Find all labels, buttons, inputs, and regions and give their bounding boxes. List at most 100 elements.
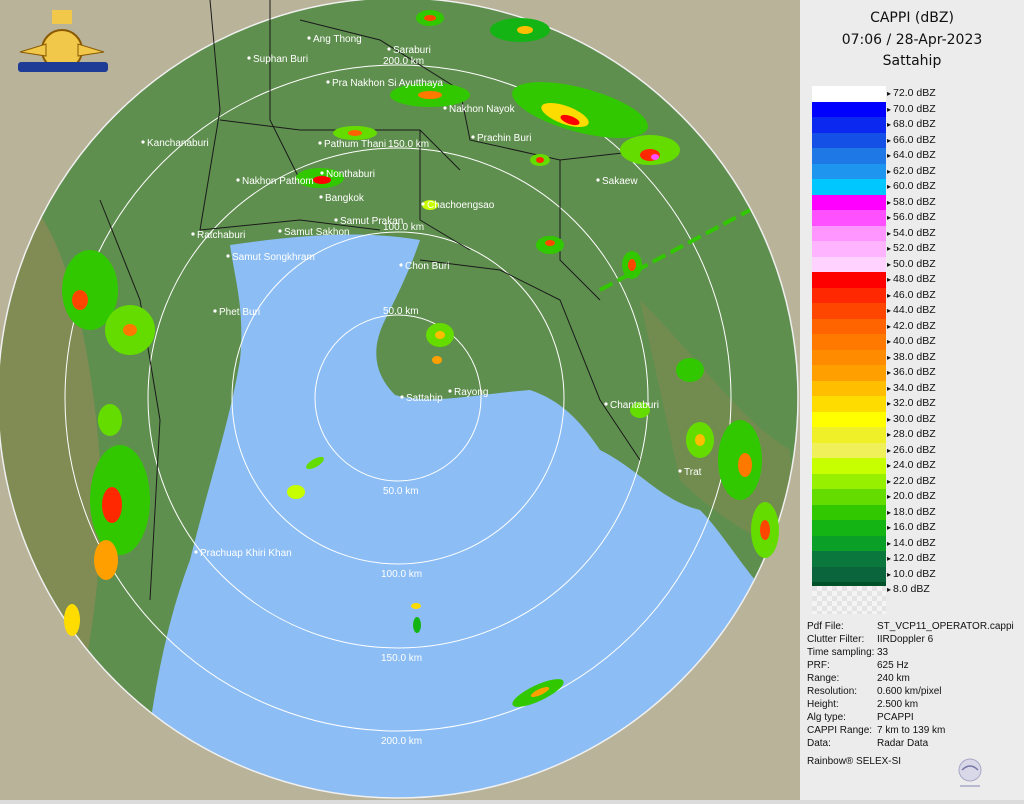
legend-tick-label: 26.0 dBZ (887, 444, 936, 457)
place-label: Nonthaburi (326, 169, 375, 180)
legend-swatch (812, 520, 886, 536)
datetime-label: 07:06 / 28-Apr-2023 (841, 32, 983, 48)
place-label: Sattahip (406, 393, 443, 404)
legend-tick-label: 44.0 dBZ (887, 304, 936, 317)
legend-tick-label: 58.0 dBZ (887, 196, 936, 209)
legend-tick-label: 38.0 dBZ (887, 351, 936, 364)
legend-tick-label: 16.0 dBZ (887, 521, 936, 534)
legend-tick-label: 64.0 dBZ (887, 149, 936, 162)
place-label: Chon Buri (405, 261, 449, 272)
info-label: Time sampling: (807, 647, 875, 658)
radar-echoes (62, 10, 779, 707)
legend-swatch (812, 380, 886, 397)
legend-swatch (812, 117, 886, 133)
ring-label: 150.0 km (388, 139, 429, 150)
info-row: PRF: 625 Hz (807, 660, 909, 671)
place-label: Bangkok (325, 193, 365, 204)
place-label: Pathum Thani (324, 139, 386, 150)
info-value: 33 (877, 647, 889, 658)
legend-swatch (812, 411, 886, 428)
range-ring-200 (64, 64, 732, 732)
info-label: Range: (807, 673, 840, 684)
info-row: Resolution: 0.600 km/pixel (807, 686, 941, 697)
coverage-boundary (0, 0, 799, 799)
legend-swatch (812, 349, 886, 366)
ring-label: 50.0 km (383, 486, 419, 497)
legend-tick-label: 66.0 dBZ (887, 134, 936, 147)
legend-tick-label: 54.0 dBZ (887, 227, 936, 240)
info-row: Range: 240 km (807, 673, 910, 684)
ring-label: 200.0 km (383, 56, 424, 67)
legend-panel: CAPPI (dBZ) 07:06 / 28-Apr-2023 Sattahip… (800, 0, 1024, 800)
info-label: Clutter Filter: (807, 634, 865, 645)
legend-swatch (812, 272, 886, 288)
place-label: Rayong (454, 387, 488, 398)
legend-tick-label: 24.0 dBZ (887, 459, 936, 472)
legend-tick-label: 14.0 dBZ (887, 537, 936, 550)
legend-swatch (812, 396, 886, 412)
place-label: Samut Songkhram (232, 252, 315, 263)
rtn-logo (18, 10, 108, 72)
legend-swatch (812, 473, 886, 490)
place-label: Samut Prakan (340, 216, 403, 227)
place-label: Samut Sakhon (284, 227, 350, 238)
legend-tick-label: 56.0 dBZ (887, 211, 936, 224)
range-rings (64, 64, 732, 732)
place-label: Prachin Buri (477, 133, 531, 144)
legend-swatch (812, 566, 886, 583)
radar-map: Ang Thong Suphan Buri Saraburi Pra Nakho… (0, 0, 800, 800)
place-label: Pra Nakhon Si Ayutthaya (332, 78, 443, 89)
legend-swatch (812, 303, 886, 319)
ring-label: 50.0 km (383, 306, 419, 317)
place-label: Saraburi (393, 45, 431, 56)
info-label: Height: (807, 699, 839, 710)
place-label: Prachuap Khiri Khan (200, 548, 292, 559)
legend-swatch (812, 504, 886, 521)
range-ring-labels: 200.0 km 150.0 km 100.0 km 50.0 km 50.0 … (381, 56, 429, 747)
info-row: Alg type: PCAPPI (807, 712, 914, 723)
info-row: Time sampling: 33 (807, 647, 888, 658)
ring-label: 200.0 km (381, 736, 422, 747)
legend-tick-label: 70.0 dBZ (887, 103, 936, 116)
info-value: 240 km (877, 673, 910, 684)
place-label: Sakaew (602, 176, 638, 187)
legend-tick-label: 36.0 dBZ (887, 366, 936, 379)
station-name: Sattahip (882, 53, 942, 69)
info-value: 625 Hz (877, 660, 909, 671)
legend-tick-label: 68.0 dBZ (887, 118, 936, 131)
ring-label: 100.0 km (383, 222, 424, 233)
info-value: Radar Data (877, 738, 929, 749)
legend-swatch (812, 86, 886, 102)
legend-swatch (812, 287, 886, 304)
legend-tick-label: 52.0 dBZ (887, 242, 936, 255)
place-label: Chachoengsao (427, 200, 495, 211)
legend-swatch (812, 101, 886, 118)
legend-swatch (812, 427, 886, 443)
legend-swatch (812, 489, 886, 505)
info-label: Pdf File: (807, 621, 844, 632)
place-label: Nakhon Nayok (449, 104, 516, 115)
province-borders (99, 0, 651, 601)
legend-tick-label: 20.0 dBZ (887, 490, 936, 503)
software-credit: Rainbow® SELEX-SI (807, 756, 902, 767)
info-value: PCAPPI (877, 712, 914, 723)
legend-swatch (812, 241, 886, 257)
legend-swatch (812, 365, 886, 381)
info-row: Height: 2.500 km (807, 699, 918, 710)
legend-tick-label: 42.0 dBZ (887, 320, 936, 333)
ring-label: 150.0 km (381, 653, 422, 664)
info-row: Data: Radar Data (807, 738, 928, 749)
legend-swatch (812, 551, 886, 567)
info-label: PRF: (807, 660, 830, 671)
radar-map-canvas: Ang Thong Suphan Buri Saraburi Pra Nakho… (0, 0, 800, 800)
info-label: Resolution: (807, 686, 858, 697)
legend-tick-label: 10.0 dBZ (887, 568, 936, 581)
place-label: Ratchaburi (197, 230, 245, 241)
legend-tick-label: 30.0 dBZ (887, 413, 936, 426)
info-label: Alg type: (807, 712, 846, 723)
place-label: Ang Thong (313, 34, 362, 45)
legend-swatch (812, 256, 886, 273)
legend-swatch (812, 148, 886, 164)
place-label: Kanchanaburi (147, 138, 209, 149)
legend-swatch (812, 210, 886, 226)
